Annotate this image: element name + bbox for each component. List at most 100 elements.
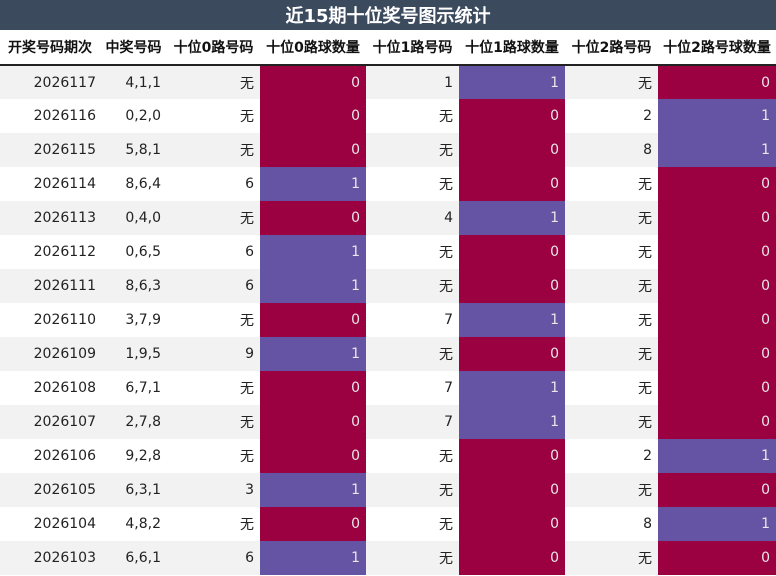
header-route1-count: 十位1路球数量 — [459, 30, 565, 66]
route2-count-cell: 1 — [658, 507, 776, 541]
header-issue: 开奖号码期次 — [0, 30, 100, 66]
route2-count-cell: 0 — [658, 167, 776, 201]
route2-number-cell: 8 — [565, 133, 658, 167]
route1-number-cell: 无 — [366, 99, 459, 133]
route2-count-cell: 0 — [658, 201, 776, 235]
winning-number-cell: 1,9,5 — [100, 337, 167, 371]
route0-number-cell: 6 — [167, 167, 260, 201]
winning-number-cell: 4,1,1 — [100, 65, 167, 99]
route2-count-cell: 0 — [658, 541, 776, 575]
table-row: 2026114 8,6,4 6 1 无 0 无 0 — [0, 167, 776, 201]
issue-cell: 2026108 — [0, 371, 100, 405]
route1-count-cell: 0 — [459, 473, 565, 507]
route1-count-cell: 1 — [459, 405, 565, 439]
issue-cell: 2026104 — [0, 507, 100, 541]
route0-number-cell: 6 — [167, 269, 260, 303]
route0-count-cell: 1 — [260, 167, 366, 201]
route0-number-cell: 无 — [167, 439, 260, 473]
issue-cell: 2026109 — [0, 337, 100, 371]
route0-count-cell: 0 — [260, 65, 366, 99]
route1-number-cell: 7 — [366, 371, 459, 405]
header-route2-count: 十位2路号球数量 — [658, 30, 776, 66]
route2-number-cell: 8 — [565, 507, 658, 541]
issue-cell: 2026106 — [0, 439, 100, 473]
winning-number-cell: 6,6,1 — [100, 541, 167, 575]
route0-count-cell: 0 — [260, 405, 366, 439]
route1-count-cell: 0 — [459, 541, 565, 575]
route0-number-cell: 无 — [167, 133, 260, 167]
route2-number-cell: 无 — [565, 201, 658, 235]
table-row: 2026107 2,7,8 无 0 7 1 无 0 — [0, 405, 776, 439]
issue-cell: 2026115 — [0, 133, 100, 167]
route1-count-cell: 0 — [459, 99, 565, 133]
issue-cell: 2026117 — [0, 65, 100, 99]
issue-cell: 2026114 — [0, 167, 100, 201]
issue-cell: 2026110 — [0, 303, 100, 337]
route1-count-cell: 1 — [459, 65, 565, 99]
route0-count-cell: 1 — [260, 269, 366, 303]
route0-count-cell: 0 — [260, 371, 366, 405]
route1-count-cell: 0 — [459, 235, 565, 269]
header-route0-number: 十位0路号码 — [167, 30, 260, 66]
route2-number-cell: 2 — [565, 99, 658, 133]
route1-number-cell: 7 — [366, 405, 459, 439]
route2-number-cell: 无 — [565, 269, 658, 303]
route1-count-cell: 0 — [459, 269, 565, 303]
header-row: 开奖号码期次 中奖号码 十位0路号码 十位0路球数量 十位1路号码 十位1路球数… — [0, 30, 776, 66]
route0-count-cell: 0 — [260, 133, 366, 167]
route0-count-cell: 1 — [260, 541, 366, 575]
route1-number-cell: 无 — [366, 167, 459, 201]
route0-count-cell: 1 — [260, 473, 366, 507]
route0-number-cell: 9 — [167, 337, 260, 371]
route2-count-cell: 0 — [658, 405, 776, 439]
route1-count-cell: 0 — [459, 439, 565, 473]
route1-number-cell: 7 — [366, 303, 459, 337]
route2-number-cell: 无 — [565, 65, 658, 99]
winning-number-cell: 8,6,3 — [100, 269, 167, 303]
route1-count-cell: 1 — [459, 201, 565, 235]
table-row: 2026108 6,7,1 无 0 7 1 无 0 — [0, 371, 776, 405]
route1-count-cell: 0 — [459, 337, 565, 371]
route1-number-cell: 无 — [366, 269, 459, 303]
route2-count-cell: 0 — [658, 235, 776, 269]
route0-count-cell: 0 — [260, 439, 366, 473]
issue-cell: 2026111 — [0, 269, 100, 303]
table-body: 2026117 4,1,1 无 0 1 1 无 0 2026116 0,2,0 无 0 无 0 2 1 2026… — [0, 65, 776, 575]
route1-number-cell: 无 — [366, 507, 459, 541]
route0-count-cell: 0 — [260, 99, 366, 133]
route0-number-cell: 无 — [167, 405, 260, 439]
table-row: 2026103 6,6,1 6 1 无 0 无 0 — [0, 541, 776, 575]
route1-count-cell: 1 — [459, 303, 565, 337]
route1-number-cell: 无 — [366, 337, 459, 371]
route0-count-cell: 0 — [260, 303, 366, 337]
table-row: 2026117 4,1,1 无 0 1 1 无 0 — [0, 65, 776, 99]
route0-count-cell: 0 — [260, 201, 366, 235]
winning-number-cell: 0,6,5 — [100, 235, 167, 269]
issue-cell: 2026107 — [0, 405, 100, 439]
route2-count-cell: 0 — [658, 303, 776, 337]
stats-table: 开奖号码期次 中奖号码 十位0路号码 十位0路球数量 十位1路号码 十位1路球数… — [0, 30, 776, 575]
route0-number-cell: 无 — [167, 507, 260, 541]
route2-count-cell: 1 — [658, 439, 776, 473]
route2-number-cell: 无 — [565, 473, 658, 507]
route2-count-cell: 1 — [658, 133, 776, 167]
issue-cell: 2026112 — [0, 235, 100, 269]
route0-number-cell: 无 — [167, 65, 260, 99]
route1-count-cell: 1 — [459, 371, 565, 405]
route1-number-cell: 无 — [366, 235, 459, 269]
route2-number-cell: 无 — [565, 371, 658, 405]
winning-number-cell: 0,2,0 — [100, 99, 167, 133]
table-row: 2026105 6,3,1 3 1 无 0 无 0 — [0, 473, 776, 507]
route2-number-cell: 无 — [565, 405, 658, 439]
route2-number-cell: 无 — [565, 167, 658, 201]
route2-count-cell: 0 — [658, 65, 776, 99]
route2-count-cell: 0 — [658, 473, 776, 507]
route1-count-cell: 0 — [459, 133, 565, 167]
winning-number-cell: 9,2,8 — [100, 439, 167, 473]
route2-number-cell: 2 — [565, 439, 658, 473]
route1-number-cell: 无 — [366, 541, 459, 575]
route1-count-cell: 0 — [459, 167, 565, 201]
route2-count-cell: 0 — [658, 371, 776, 405]
winning-number-cell: 6,3,1 — [100, 473, 167, 507]
winning-number-cell: 0,4,0 — [100, 201, 167, 235]
